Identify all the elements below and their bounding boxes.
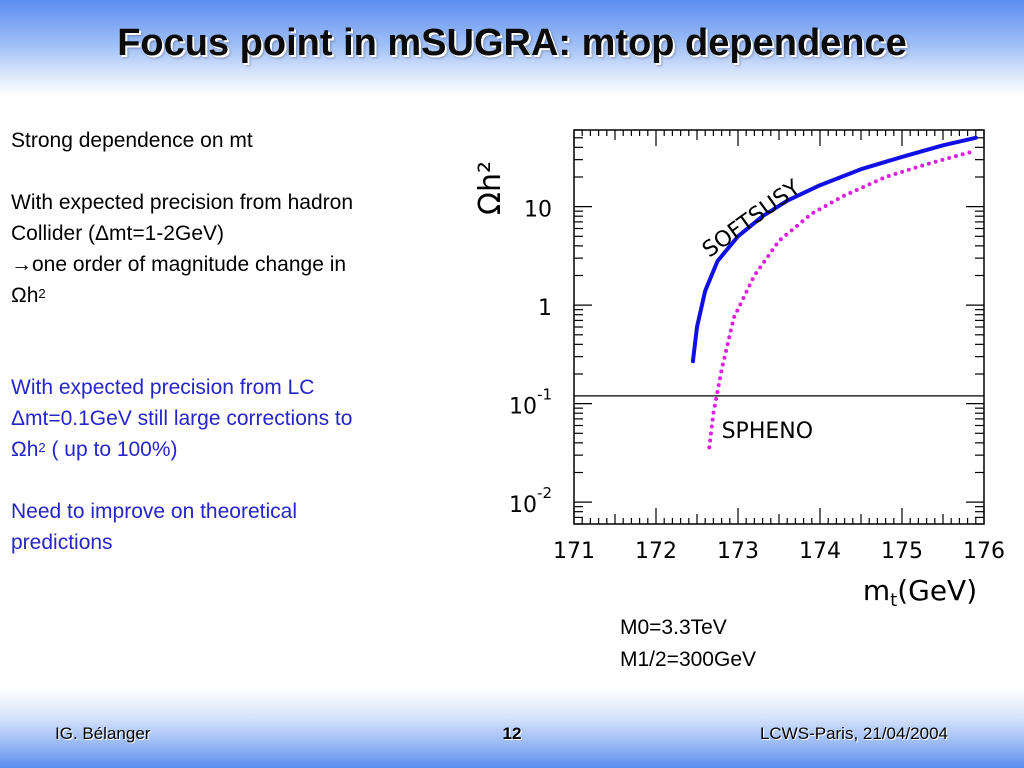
text-line-strong-dependence: Strong dependence on mt bbox=[11, 129, 253, 152]
left-text-black: Strong dependence on mt With expected pr… bbox=[11, 125, 441, 311]
x-tick-label: 172 bbox=[635, 539, 677, 564]
footer-author: IG. Bélanger bbox=[55, 724, 151, 743]
footer-page-number: 12 bbox=[502, 724, 522, 743]
text-line-omega: Ωh2 bbox=[11, 280, 441, 311]
superscript-2: 2 bbox=[38, 286, 46, 301]
up-to-100-text: ( up to 100%) bbox=[45, 438, 178, 461]
series-line-softsusy bbox=[690, 135, 978, 364]
x-axis-title: mt(GeV) bbox=[863, 574, 977, 610]
x-tick-label: 173 bbox=[717, 539, 759, 564]
header-band bbox=[0, 0, 1024, 96]
text-line-corrections: Δmt=0.1GeV still large corrections to bbox=[11, 407, 353, 430]
text-line-order: →one order of magnitude change in bbox=[11, 253, 347, 276]
omega-vs-mtop-chart: 171 172 173 174 175 176 10-2 10-1 1 10 SOFTSUSY SPH… bbox=[473, 129, 1005, 610]
x-tick-label: 171 bbox=[553, 539, 595, 564]
param-m12: M1/2=300GeV bbox=[620, 648, 757, 671]
text-line-predictions: predictions bbox=[11, 531, 113, 554]
parameter-box: M0=3.3TeV M1/2=300GeV bbox=[620, 612, 756, 676]
text-line-lc: With expected precision from LC bbox=[11, 376, 315, 399]
footer-event: LCWS-Paris, 21/04/2004 bbox=[759, 724, 948, 743]
param-m0: M0=3.3TeV bbox=[620, 616, 727, 639]
series-line-spheno bbox=[707, 148, 978, 450]
x-axis-title-m: m bbox=[863, 574, 890, 607]
text-line-improve: Need to improve on theoretical bbox=[11, 500, 297, 523]
x-tick-label: 175 bbox=[881, 539, 923, 564]
series-label-spheno: SPHENO bbox=[722, 419, 813, 444]
y-axis-title: Ωh² bbox=[473, 161, 508, 215]
left-text-blue: With expected precision from LC Δmt=0.1G… bbox=[11, 372, 441, 558]
y-tick-label: 10 bbox=[524, 198, 552, 223]
text-line-collider: Collider (Δmt=1-2GeV) bbox=[11, 222, 225, 245]
y-tick-label: 10-2 bbox=[509, 484, 552, 518]
text-line-hadron: With expected precision from hadron bbox=[11, 191, 353, 214]
superscript-2: 2 bbox=[38, 440, 46, 455]
x-tick-label: 176 bbox=[963, 539, 1005, 564]
footer-band bbox=[0, 690, 1024, 768]
x-axis-title-sub: t bbox=[890, 590, 897, 610]
slide-title: Focus point in mSUGRA: mtop dependence bbox=[117, 22, 907, 64]
omega-h-text: Ωh bbox=[11, 438, 39, 461]
y-tick-label: 1 bbox=[538, 296, 552, 321]
y-tick-label: 10-1 bbox=[509, 386, 552, 420]
x-tick-label: 174 bbox=[799, 539, 841, 564]
x-axis-title-unit: (GeV) bbox=[897, 574, 977, 607]
series-label-softsusy: SOFTSUSY bbox=[698, 175, 806, 263]
omega-h-text: Ωh bbox=[11, 284, 39, 307]
text-line-omega-100: Ωh2 ( up to 100%) bbox=[11, 434, 441, 465]
